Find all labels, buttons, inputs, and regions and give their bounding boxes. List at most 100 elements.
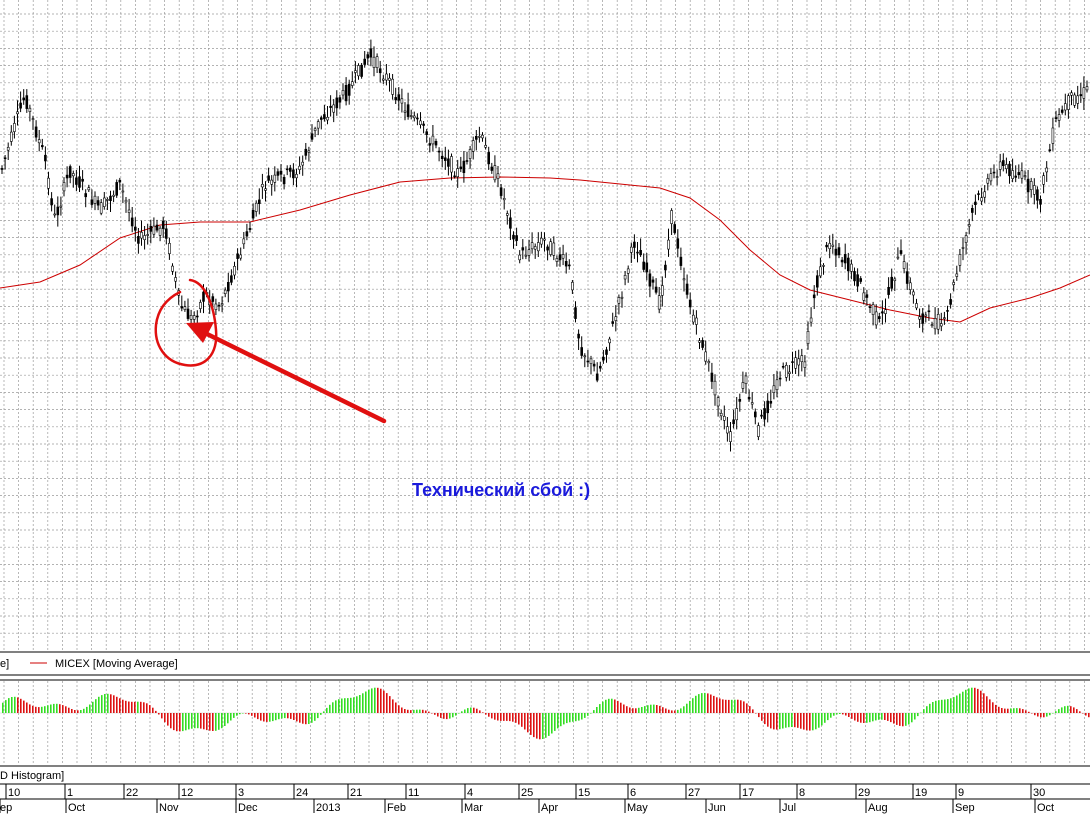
candle-body: [152, 225, 156, 235]
histogram-bar: [989, 699, 991, 713]
histogram-bar: [671, 710, 673, 713]
histogram-bar: [575, 713, 577, 722]
histogram-bar: [170, 713, 172, 729]
candle-body: [757, 425, 760, 437]
candle-body: [930, 324, 934, 327]
histogram-bar: [956, 695, 958, 713]
histogram-bar: [191, 713, 193, 729]
candle-body: [927, 310, 931, 313]
candle-body: [955, 273, 959, 277]
candle-body: [44, 154, 47, 162]
candle-body: [611, 321, 615, 324]
histogram-bar: [524, 713, 526, 730]
candle-body: [211, 296, 215, 302]
candle-body: [989, 173, 993, 182]
histogram-bar: [551, 713, 553, 734]
candle-body: [924, 314, 928, 317]
candle-body: [998, 161, 1002, 170]
candle-body: [456, 168, 460, 178]
candle-body: [583, 355, 587, 358]
histogram-bar: [947, 699, 949, 713]
candle-body: [134, 226, 137, 231]
histogram-bar: [794, 713, 796, 728]
histogram-bar: [1043, 713, 1045, 718]
histogram-bar: [623, 704, 625, 713]
candle-body: [732, 419, 735, 425]
histogram-bar: [284, 713, 286, 719]
candle-body: [1029, 181, 1033, 190]
candle-body: [499, 187, 503, 196]
candle-body: [319, 117, 323, 120]
x-tick-label: 30: [1033, 787, 1045, 799]
candle-body: [747, 396, 751, 400]
histogram-bar: [359, 695, 361, 713]
histogram-bar: [119, 698, 121, 713]
candle-body: [1020, 170, 1024, 179]
histogram-bar: [584, 713, 586, 718]
candle-body: [874, 311, 878, 326]
histogram-bar: [335, 700, 337, 713]
candle-body: [1008, 163, 1011, 177]
candle-body: [158, 227, 162, 236]
histogram-bar: [638, 707, 640, 713]
histogram-bar: [38, 707, 40, 713]
candle-body: [803, 361, 807, 368]
candle-body: [980, 197, 983, 202]
histogram-bar: [200, 713, 202, 729]
candle-body: [704, 351, 708, 362]
histogram-bar: [299, 713, 301, 723]
histogram-bar: [617, 700, 619, 713]
histogram-bar: [779, 713, 781, 730]
candle-body: [1082, 87, 1086, 99]
candle-body: [685, 283, 689, 295]
histogram-bar: [422, 709, 424, 713]
histogram-bar: [773, 713, 775, 730]
histogram-bar: [308, 713, 310, 724]
histogram-bar: [77, 710, 79, 713]
histogram-bar: [1082, 713, 1084, 714]
candle-body: [372, 56, 376, 68]
candle-body: [877, 316, 881, 320]
histogram-bar: [278, 713, 280, 720]
histogram-bar: [602, 701, 604, 713]
histogram-bar: [944, 699, 946, 713]
candle-body: [561, 254, 565, 259]
candle-body: [682, 278, 686, 281]
x-month-label: ep: [0, 802, 12, 814]
histogram-bar: [140, 701, 142, 713]
histogram-bar: [218, 713, 220, 730]
histogram-bar: [344, 698, 346, 713]
candle-body: [943, 317, 946, 320]
histogram-bar: [767, 713, 769, 727]
histogram-bar: [434, 713, 436, 715]
candle-body: [726, 426, 729, 434]
histogram-bar: [437, 713, 439, 717]
candle-body: [121, 190, 125, 193]
candle-body: [431, 135, 435, 145]
histogram-bar: [35, 706, 37, 713]
candle-body: [918, 316, 921, 320]
candle-body: [673, 224, 677, 233]
candle-body: [242, 238, 246, 245]
candle-body: [59, 205, 63, 208]
candle-body: [347, 83, 351, 96]
candle-body: [871, 304, 875, 315]
histogram-bar: [689, 700, 691, 713]
histogram-bar: [182, 713, 184, 732]
histogram-bar: [68, 707, 70, 713]
candle-body: [598, 365, 602, 369]
histogram-bar: [1016, 708, 1018, 713]
histogram-bar: [371, 688, 373, 713]
candle-body: [946, 310, 949, 312]
histogram-bar: [932, 702, 934, 713]
candle-body: [769, 400, 773, 404]
histogram-bar: [239, 713, 241, 715]
histogram-bar: [833, 713, 835, 716]
histogram-bar: [659, 705, 661, 713]
histogram-bar: [785, 713, 787, 728]
candle-body: [1011, 170, 1014, 179]
histogram-bar: [89, 704, 91, 713]
candle-body: [781, 365, 785, 368]
histogram-bar: [263, 713, 265, 722]
candle-body: [1005, 164, 1008, 169]
